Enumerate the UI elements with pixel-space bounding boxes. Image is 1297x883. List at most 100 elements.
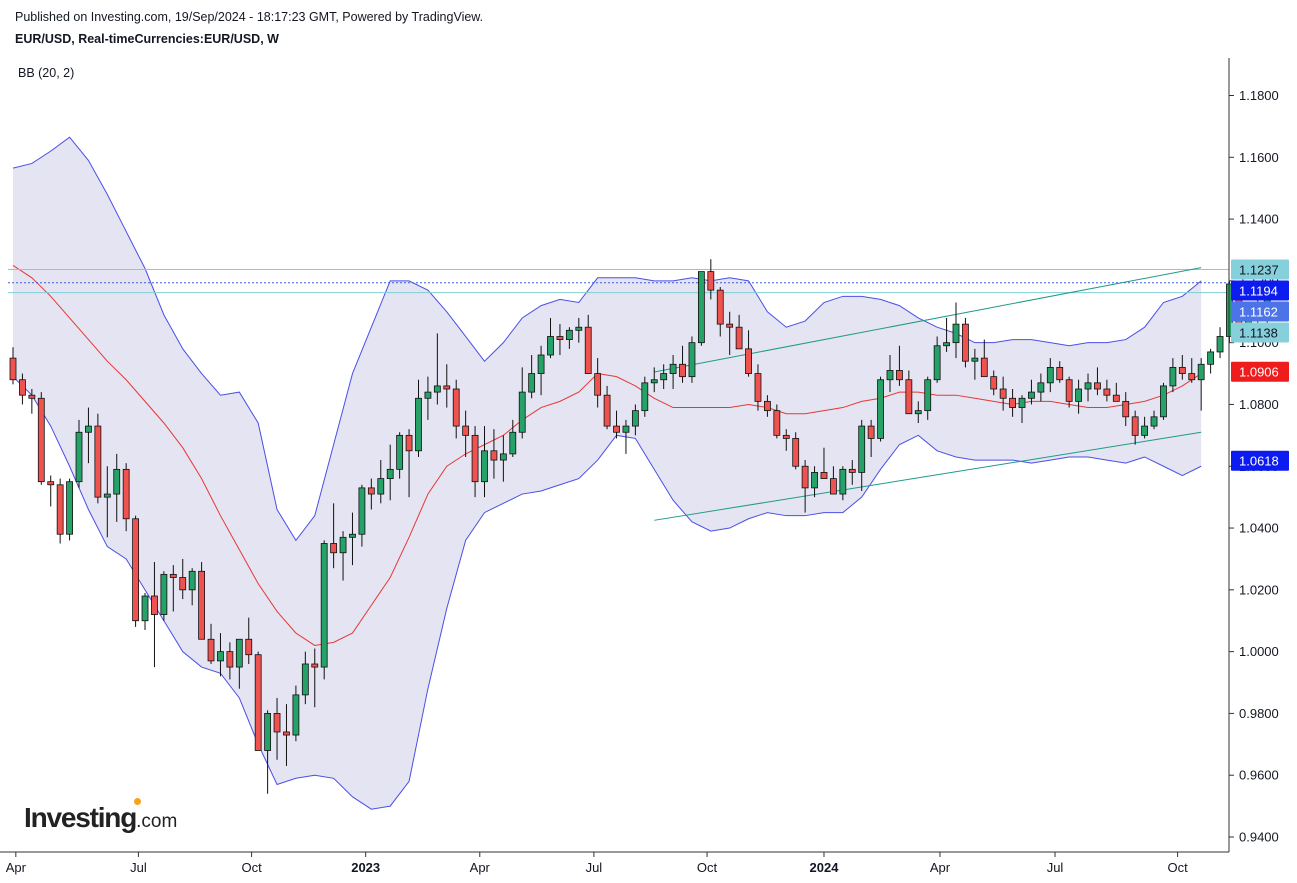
candle-body	[94, 425, 102, 498]
candle-body	[1018, 397, 1026, 408]
candle-body	[28, 394, 36, 399]
candle-body	[207, 638, 215, 662]
candle	[641, 376, 649, 417]
candle	[254, 651, 262, 751]
candle	[1131, 410, 1139, 445]
logo-text: Investing	[24, 802, 137, 833]
candle	[141, 592, 149, 630]
candle-body	[726, 323, 734, 328]
candle-body	[745, 348, 752, 374]
candle	[1207, 348, 1215, 374]
candle	[886, 355, 894, 393]
price-label-text: 1.1237	[1239, 262, 1279, 277]
candle	[622, 419, 630, 454]
candle-body	[424, 391, 432, 399]
price-label-bg	[1231, 450, 1289, 471]
candle	[415, 379, 422, 457]
candle-body	[1112, 394, 1120, 402]
candle-body	[641, 382, 649, 412]
candle	[188, 568, 196, 606]
candle	[773, 404, 781, 439]
candle-body	[754, 373, 762, 402]
price-label-text: 1.1194	[1239, 283, 1278, 298]
candle-body	[188, 570, 196, 591]
candle-body	[415, 397, 422, 452]
candle	[75, 419, 83, 488]
candle	[85, 407, 92, 464]
candle-body	[886, 370, 894, 381]
trendline	[654, 431, 1202, 521]
price-labels: 1.1237 1.1194 1.1162 1.1138 1.0906 1.0618	[1231, 259, 1289, 471]
candle-body	[254, 654, 262, 751]
bollinger-bands	[12, 136, 1202, 810]
logo-suffix: .com	[136, 811, 178, 832]
candle-body	[1103, 388, 1111, 396]
candle	[1103, 379, 1111, 402]
candle-body	[509, 431, 517, 455]
candle	[103, 466, 111, 538]
candle-body	[896, 370, 903, 381]
candle-body	[9, 357, 17, 381]
candle	[801, 460, 809, 513]
candle-body	[830, 478, 837, 495]
candle-body	[1065, 379, 1073, 402]
x-tick-label: Oct	[241, 860, 262, 875]
candle	[971, 348, 979, 380]
x-tick-label: Oct	[697, 860, 718, 875]
candle	[113, 453, 121, 522]
candle-body	[320, 543, 328, 668]
candle	[669, 355, 677, 390]
candle-body	[669, 363, 677, 374]
candle-body	[716, 289, 724, 325]
price-label-bg	[1231, 322, 1289, 343]
candle-body	[47, 481, 55, 486]
candle	[1178, 355, 1186, 380]
candle-body	[1046, 366, 1054, 384]
candle	[358, 484, 366, 547]
candle-body	[452, 388, 460, 427]
candle-body	[1084, 382, 1092, 390]
candle	[613, 410, 620, 439]
candle-body	[405, 434, 413, 452]
candle-body	[556, 336, 564, 340]
candle	[537, 345, 545, 396]
candle	[471, 426, 479, 498]
investing-logo: Investing.com	[24, 798, 178, 834]
candle-body	[980, 357, 988, 378]
candle	[1037, 373, 1045, 402]
x-tick-label: Apr	[930, 860, 951, 875]
candle	[235, 638, 243, 689]
candle	[792, 432, 800, 470]
candle-body	[1150, 416, 1158, 427]
candle	[1065, 376, 1073, 408]
candle	[584, 314, 592, 374]
candle-body	[518, 391, 526, 433]
x-tick-label: Jul	[586, 860, 603, 875]
candle	[386, 444, 394, 501]
candle	[179, 558, 187, 600]
candle	[754, 364, 762, 411]
candle	[1188, 358, 1196, 383]
candle	[424, 376, 432, 420]
candle	[169, 565, 177, 612]
candle	[933, 336, 941, 383]
candle	[217, 633, 224, 677]
candle	[1122, 392, 1130, 427]
candle-body	[679, 363, 686, 378]
candle	[688, 336, 696, 383]
candle	[914, 401, 922, 423]
candle	[1046, 358, 1054, 393]
candle-body	[773, 410, 781, 436]
candle-body	[283, 731, 290, 736]
candle	[330, 503, 338, 569]
candle-body	[528, 373, 536, 393]
candle	[830, 466, 837, 495]
candle-body	[707, 271, 715, 291]
candle-body	[396, 434, 404, 470]
price-label: 1.1138	[1231, 322, 1289, 343]
indicator-label[interactable]: BB (20, 2)	[18, 66, 75, 80]
candle	[735, 314, 743, 350]
candle	[509, 419, 517, 457]
candle-body	[386, 468, 394, 480]
